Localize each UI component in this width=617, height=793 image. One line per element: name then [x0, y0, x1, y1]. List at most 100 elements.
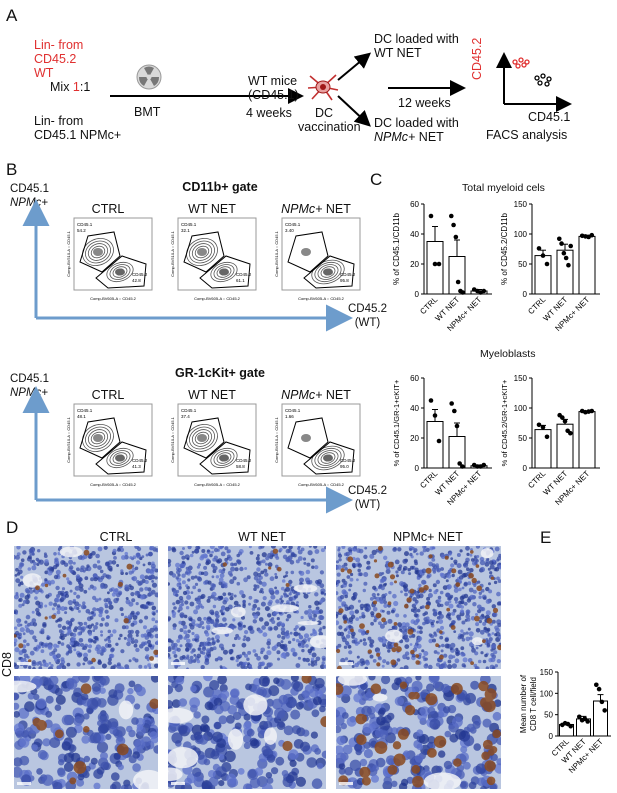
- ihc-nucleus: [440, 649, 444, 653]
- ihc-nucleus: [339, 594, 345, 600]
- ihc-nucleus: [197, 616, 202, 622]
- gate2-cond-npm: NPMc+ NET: [270, 388, 362, 402]
- ihc-nucleus: [248, 595, 253, 600]
- y-tick-label: 40: [410, 230, 419, 239]
- ihc-nucleus: [362, 641, 368, 646]
- ihc-nucleus: [171, 699, 181, 708]
- ihc-nucleus: [465, 546, 470, 551]
- ihc-nucleus: [336, 591, 339, 596]
- flow-x-label: Comp-BV605-A :: CD45.2: [298, 482, 345, 487]
- facs-analysis-label: FACS analysis: [486, 128, 568, 142]
- ihc-nucleus: [108, 604, 114, 610]
- ihc-nucleus: [417, 573, 421, 577]
- ihc-nucleus: [264, 606, 270, 612]
- ihc-nucleus: [40, 649, 45, 654]
- ihc-nucleus: [257, 572, 262, 578]
- ihc-nucleus: [31, 610, 35, 614]
- ihc-nucleus: [16, 546, 21, 550]
- ihc-nucleus: [477, 659, 482, 664]
- ihc-nucleus: [57, 658, 61, 663]
- ihc-nucleus: [24, 588, 30, 593]
- flow-x-label: Comp-BV605-A :: CD45.2: [90, 482, 137, 487]
- ihc-nucleus: [171, 547, 177, 553]
- ihc-nucleus: [319, 570, 324, 575]
- ihc-nucleus: [77, 554, 83, 560]
- ihc-cd8-cell: [482, 739, 493, 750]
- ihc-nucleus: [343, 580, 348, 585]
- ihc-nucleus: [143, 625, 147, 630]
- ihc-cd8-cell: [320, 716, 326, 728]
- ihc-nucleus: [200, 595, 204, 600]
- flow-y-label: Comp-BV510-A :: CD45.1: [170, 230, 175, 277]
- ihc-nucleus: [199, 555, 204, 561]
- ihc-nucleus: [448, 654, 454, 660]
- ihc-nucleus: [363, 581, 368, 586]
- ihc-nucleus: [118, 546, 124, 549]
- ihc-nucleus: [290, 647, 296, 653]
- ihc-nucleus: [422, 548, 427, 553]
- ihc-nucleus: [185, 606, 190, 610]
- ihc-nucleus: [168, 638, 172, 643]
- ihc-nucleus: [37, 604, 42, 609]
- ihc-nucleus: [227, 705, 237, 715]
- ihc-nucleus: [453, 630, 457, 633]
- ihc-nucleus: [128, 570, 133, 575]
- ihc-nucleus: [40, 628, 45, 633]
- ihc-nucleus: [355, 617, 360, 621]
- ihc-nucleus: [14, 702, 20, 710]
- ihc-nucleus: [387, 618, 393, 624]
- ihc-nucleus: [462, 632, 466, 636]
- ihc-nucleus: [258, 617, 264, 622]
- contour-ring: [210, 447, 238, 469]
- ihc-nucleus: [61, 587, 66, 591]
- ihc-nucleus: [402, 567, 406, 571]
- ihc-nucleus: [49, 652, 54, 656]
- ihc-nucleus: [470, 558, 475, 562]
- ihc-nucleus: [65, 652, 69, 656]
- ihc-nucleus: [463, 761, 471, 770]
- data-point: [481, 288, 487, 294]
- panel-b-x-axis-label-2: CD45.2 (WT): [348, 484, 387, 512]
- ihc-nucleus: [459, 549, 463, 553]
- ihc-space: [337, 676, 368, 686]
- y-tick-label: 100: [514, 404, 528, 413]
- ihc-nucleus: [88, 632, 92, 636]
- ihc-nucleus: [471, 645, 475, 649]
- ihc-nucleus: [146, 569, 151, 574]
- ihc-nucleus: [136, 553, 139, 557]
- ihc-cd8-cell: [343, 620, 347, 624]
- ihc-nucleus: [60, 632, 64, 637]
- ihc-nucleus: [466, 723, 475, 732]
- ihc-nucleus: [174, 684, 183, 693]
- panel-e-label: E: [540, 528, 552, 547]
- ihc-cd8-cell: [425, 567, 432, 574]
- ihc-nucleus: [182, 547, 185, 550]
- gate-upper-label: CD45.1: [285, 408, 301, 413]
- ihc-nucleus: [51, 607, 55, 611]
- ihc-nucleus: [127, 637, 132, 643]
- ihc-nucleus: [134, 658, 139, 663]
- ihc-cd8-stain: [222, 548, 290, 587]
- ihc-nucleus: [288, 546, 293, 550]
- ihc-nucleus: [68, 581, 73, 586]
- contour-ring: [317, 450, 339, 466]
- contour-ring: [311, 445, 345, 471]
- ihc-nucleus: [311, 778, 323, 789]
- ihc-nucleus: [299, 581, 303, 586]
- ihc-nucleus: [470, 680, 480, 690]
- ihc-nucleus: [482, 621, 487, 626]
- gate-upper: [79, 417, 121, 459]
- ihc-nucleus: [362, 638, 366, 642]
- ihc-nucleus: [18, 565, 23, 569]
- ihc-nucleus: [147, 561, 152, 566]
- ihc-nucleus: [336, 752, 347, 764]
- panel-c-label: C: [370, 170, 383, 189]
- ihc-nucleus: [70, 617, 75, 622]
- ihc-nucleus: [44, 559, 49, 564]
- ihc-nucleus: [399, 666, 404, 669]
- ihc-nucleus: [444, 601, 450, 606]
- ihc-nucleus: [179, 603, 183, 608]
- ihc-nucleus: [383, 595, 386, 599]
- ihc-nucleus: [402, 654, 408, 660]
- ihc-cd8-cell: [451, 568, 457, 574]
